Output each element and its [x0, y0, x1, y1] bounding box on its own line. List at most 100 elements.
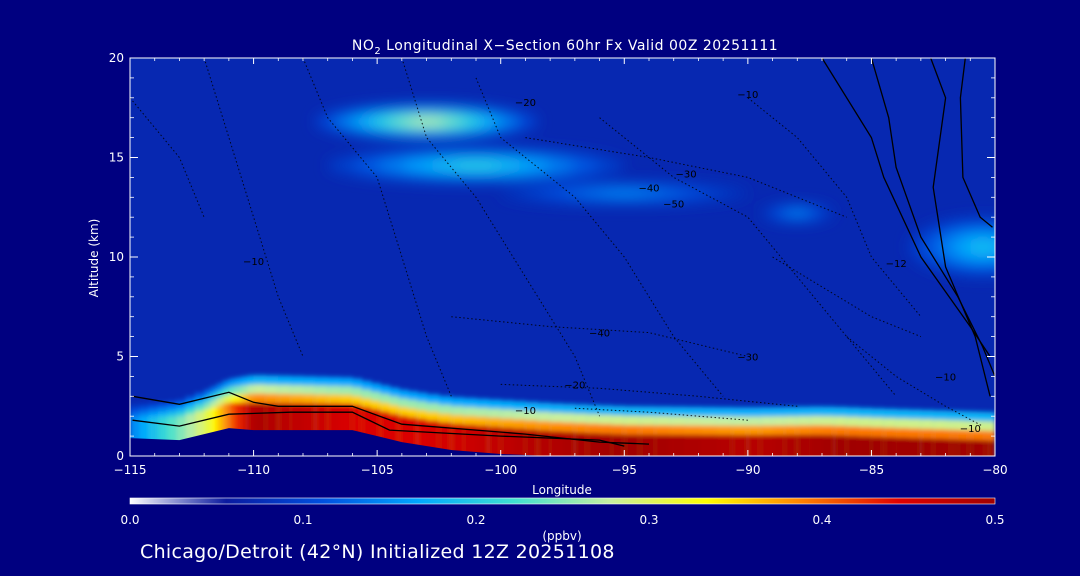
title-prefix: NO	[352, 38, 375, 54]
dotted-contour-10	[574, 407, 748, 421]
contour-lines-solid	[132, 58, 995, 447]
surface-cell	[139, 416, 150, 456]
dotted-contour-8	[451, 316, 749, 357]
surface-cell	[167, 416, 177, 456]
surface-cell	[611, 434, 625, 456]
dotted-contour-9	[500, 383, 798, 407]
colorbar-tick-label: 0.3	[639, 513, 658, 527]
surface-cell	[352, 404, 363, 456]
surface-cell	[194, 411, 205, 456]
dotted-contour-6	[130, 97, 205, 218]
surface-cell	[945, 439, 953, 456]
surface-cell	[732, 434, 749, 456]
contour-label-0: −20	[515, 98, 536, 109]
plume-2	[603, 191, 645, 196]
contour-label-5: −10	[243, 257, 264, 268]
surface-cell	[463, 424, 477, 456]
surface-cell	[574, 432, 588, 456]
contour-label-10: −10	[935, 372, 956, 383]
contour-label-8: −20	[564, 380, 585, 391]
title-rest: Longitudinal X−Section 60hr Fx Valid 00Z…	[381, 38, 778, 54]
surface-cell	[562, 431, 576, 456]
y-axis: 0 5 10 15 20	[109, 51, 995, 463]
colorbar	[129, 497, 996, 505]
title-subscript: 2	[374, 46, 381, 57]
colorbar-ticks: 0.0 0.1 0.2 0.3 0.4 0.5	[120, 513, 1004, 527]
surface-cell	[513, 428, 527, 456]
surface-cell	[389, 413, 400, 456]
surface-cell	[976, 440, 984, 456]
surface-cell	[130, 416, 140, 456]
plume-3	[791, 211, 804, 215]
surface-cell	[982, 440, 990, 456]
x-axis-label: Longitude	[532, 483, 592, 497]
colorbar-tick-label: 0.2	[466, 513, 485, 527]
solid-contour-4	[821, 58, 991, 357]
temperature-contours-dotted	[130, 58, 983, 427]
surface-cell	[908, 437, 922, 456]
surface-cell	[920, 438, 934, 456]
surface-cell	[970, 439, 978, 456]
surface-cell	[686, 434, 703, 456]
contour-label-3: −40	[638, 183, 659, 194]
surface-cell	[408, 417, 418, 456]
surface-cell	[500, 427, 514, 456]
y-axis-label: Altitude (km)	[87, 219, 101, 298]
dotted-contour-11	[846, 336, 983, 427]
surface-cell	[417, 418, 428, 456]
y-tick-label: 0	[116, 449, 124, 463]
x-tick-label: −105	[361, 463, 394, 477]
surface-cell	[185, 413, 196, 456]
contour-label-2: −30	[676, 169, 697, 180]
surface-cell	[964, 439, 971, 456]
surface-cell	[655, 434, 672, 456]
solid-contour-1	[132, 411, 625, 447]
surface-cell	[822, 434, 835, 456]
x-tick-label: −90	[735, 463, 760, 477]
y-tick-label: 20	[109, 51, 124, 65]
surface-cell	[370, 409, 381, 456]
surface-cell	[157, 416, 168, 456]
surface-cell	[933, 438, 947, 456]
surface-cell	[809, 434, 823, 456]
contour-label-6: −40	[589, 329, 610, 340]
surface-cell	[210, 407, 218, 456]
contour-label-11: −10	[960, 424, 981, 435]
surface-cell	[896, 437, 910, 456]
surface-cell	[772, 434, 786, 456]
y-tick-label: 10	[109, 250, 124, 264]
surface-cell	[951, 439, 959, 456]
terrain-mask	[130, 428, 995, 456]
contour-label-4: −50	[663, 199, 684, 210]
surface-cell	[451, 423, 465, 456]
x-axis: −115 −110 −105 −100 −95 −90 −85 −80	[114, 58, 1008, 477]
surface-cell	[859, 436, 873, 456]
x-tick-label: −115	[114, 463, 147, 477]
surface-cell	[957, 439, 965, 456]
colorbar-tick-label: 0.4	[812, 513, 831, 527]
contour-label-1: −10	[737, 90, 758, 101]
colorbar-tick-label: 0.0	[120, 513, 139, 527]
footer-caption: Chicago/Detroit (42°N) Initialized 12Z 2…	[140, 541, 615, 563]
contour-label-7: −30	[737, 352, 758, 363]
surface-cell	[438, 422, 452, 456]
surface-cell	[784, 434, 798, 456]
plume-4	[970, 242, 995, 253]
surface-cell	[716, 434, 734, 456]
contour-labels: −20 −10 −30 −40 −50 −10 −40 −30 −20 −10 −10 −10 −12	[243, 90, 981, 435]
surface-cell	[247, 402, 255, 456]
surface-cell	[488, 426, 502, 456]
surface-cell	[797, 434, 811, 456]
surface-cell	[380, 411, 391, 456]
surface-cell	[988, 440, 995, 456]
x-tick-label: −80	[982, 463, 1007, 477]
colorbar-tick-label: 0.5	[985, 513, 1004, 527]
plume-1	[451, 162, 501, 169]
surface-cell	[204, 408, 211, 456]
surface-cell	[148, 416, 159, 456]
surface-cell	[747, 434, 761, 456]
surface-cell	[670, 434, 687, 456]
surface-cell	[760, 434, 774, 456]
chart-title: NO2 Longitudinal X−Section 60hr Fx Valid…	[352, 38, 778, 57]
dotted-contour-5	[747, 97, 922, 318]
